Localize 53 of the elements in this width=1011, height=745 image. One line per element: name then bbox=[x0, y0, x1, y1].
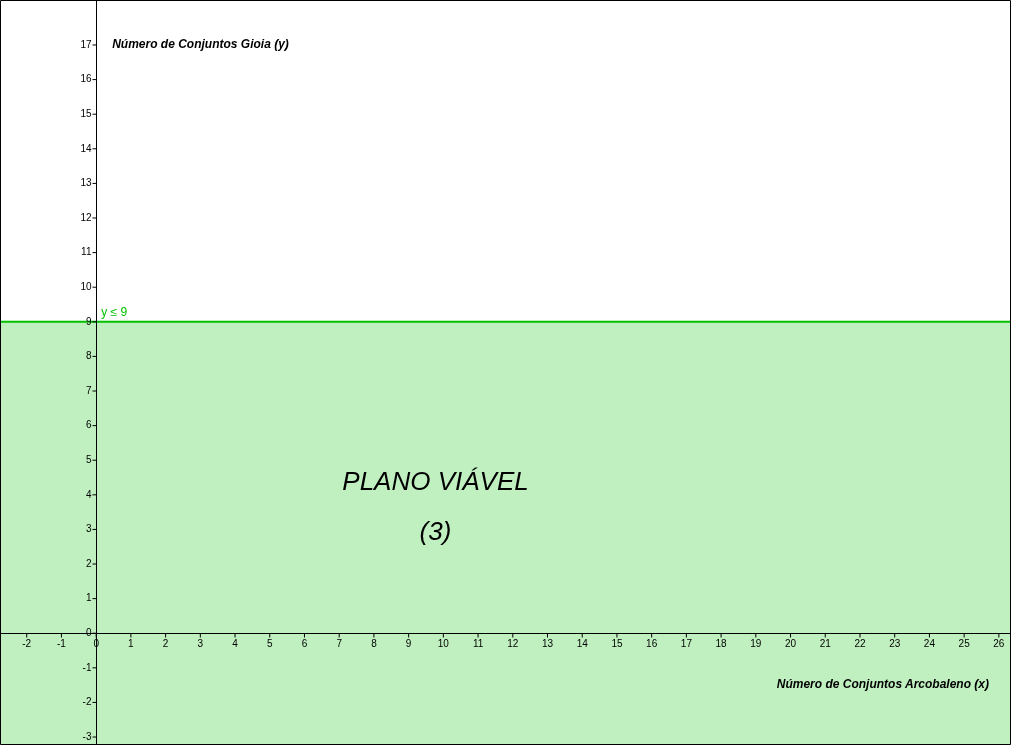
y-tick-label: 17 bbox=[80, 38, 92, 50]
x-tick-label: -2 bbox=[22, 638, 32, 650]
x-tick-label: 25 bbox=[958, 638, 971, 650]
x-tick-label: 9 bbox=[405, 638, 412, 650]
x-tick-label: 20 bbox=[784, 638, 797, 650]
y-tick-label: 7 bbox=[85, 384, 92, 396]
x-tick-label: 3 bbox=[197, 638, 204, 650]
y-axis-title: Número de Conjuntos Gioia (y) bbox=[112, 37, 289, 52]
x-tick-label: 14 bbox=[576, 638, 589, 650]
x-tick-label: 22 bbox=[854, 638, 866, 650]
y-tick-label: 10 bbox=[80, 280, 92, 292]
x-tick-label: 26 bbox=[993, 638, 1005, 650]
x-tick-label: 2 bbox=[162, 638, 169, 650]
x-tick-label: 7 bbox=[336, 638, 343, 650]
y-tick-label: 2 bbox=[85, 557, 92, 569]
x-tick-label: 16 bbox=[646, 638, 658, 650]
y-tick-label: 4 bbox=[85, 488, 92, 500]
x-axis-title: Número de Conjuntos Arcobaleno (x) bbox=[776, 677, 989, 692]
y-tick-label: 9 bbox=[85, 315, 92, 327]
y-tick-label: 12 bbox=[80, 211, 92, 223]
x-tick-label: -1 bbox=[57, 638, 67, 650]
x-tick-label: 21 bbox=[819, 638, 832, 650]
annotation: PLANO VIÁVEL bbox=[342, 465, 529, 496]
y-tick-label: 8 bbox=[85, 350, 92, 362]
y-tick-label: 3 bbox=[85, 523, 92, 535]
x-tick-label: 10 bbox=[437, 638, 450, 650]
y-tick-label: 15 bbox=[80, 107, 92, 119]
x-tick-label: 23 bbox=[889, 638, 901, 650]
x-tick-label: 17 bbox=[680, 638, 693, 650]
x-tick-label: 8 bbox=[371, 638, 378, 650]
y-tick-label: 16 bbox=[80, 73, 92, 85]
annotation: (3) bbox=[419, 515, 452, 546]
x-tick-label: 1 bbox=[128, 638, 135, 650]
ref-line-label: y ≤ 9 bbox=[101, 305, 128, 320]
x-tick-label: 6 bbox=[301, 638, 308, 650]
x-tick-label: 18 bbox=[715, 638, 728, 650]
y-tick-label: 6 bbox=[85, 419, 92, 431]
y-tick-label: -1 bbox=[82, 661, 92, 673]
x-tick-label: 13 bbox=[541, 638, 554, 650]
y-tick-label: -2 bbox=[82, 696, 92, 708]
x-tick-label: 11 bbox=[472, 638, 484, 650]
y-tick-label: -3 bbox=[82, 730, 92, 742]
x-tick-label: 5 bbox=[266, 638, 273, 650]
y-tick-label: 1 bbox=[85, 592, 92, 604]
x-tick-label: 15 bbox=[611, 638, 623, 650]
y-tick-label: 13 bbox=[80, 177, 92, 189]
x-tick-label: 12 bbox=[507, 638, 519, 650]
x-tick-label: 19 bbox=[750, 638, 762, 650]
x-tick-label: 24 bbox=[923, 638, 936, 650]
y-tick-label: 14 bbox=[80, 142, 92, 154]
y-tick-label: 11 bbox=[81, 246, 92, 258]
y-tick-label: 5 bbox=[85, 453, 92, 465]
x-tick-label: 4 bbox=[232, 638, 239, 650]
